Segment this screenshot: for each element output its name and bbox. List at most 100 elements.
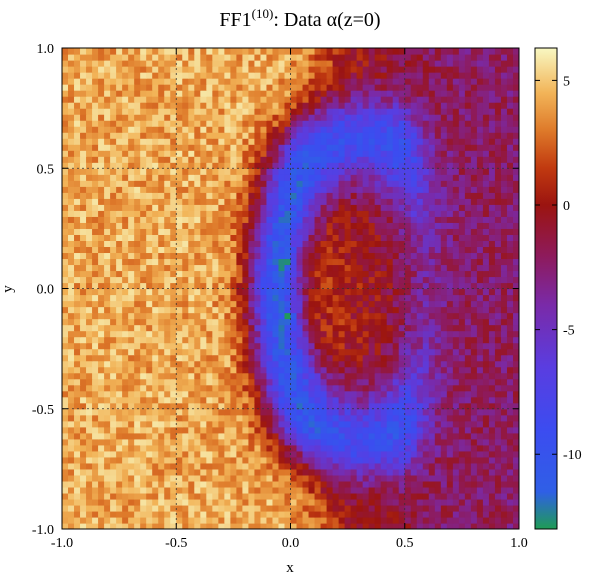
heatmap-cell [356, 180, 364, 187]
heatmap-cell [422, 330, 430, 338]
heatmap-cell [182, 330, 189, 338]
heatmap-cell [230, 258, 237, 266]
heatmap-cell [254, 486, 262, 494]
heatmap-cell [92, 492, 99, 500]
heatmap-cell [110, 168, 117, 175]
heatmap-cell [218, 390, 225, 398]
heatmap-cell [296, 414, 304, 422]
heatmap-cell [80, 300, 87, 308]
heatmap-cell [176, 498, 183, 506]
heatmap-cell [362, 396, 370, 404]
heatmap-cell [398, 270, 406, 278]
heatmap-cell [332, 426, 340, 434]
heatmap-cell [194, 324, 201, 332]
heatmap-cell [74, 456, 81, 464]
heatmap-cell [104, 174, 111, 181]
heatmap-cell [368, 342, 376, 350]
heatmap-cell [206, 288, 213, 296]
heatmap-cell [98, 324, 105, 332]
heatmap-cell [416, 252, 424, 260]
heatmap-cell [104, 492, 111, 500]
heatmap-cell [86, 180, 93, 187]
heatmap-cell [116, 228, 123, 235]
heatmap-cell [446, 408, 454, 416]
heatmap-cell [500, 438, 508, 446]
heatmap-cell [476, 246, 484, 254]
heatmap-cell [104, 288, 111, 296]
heatmap-cell [158, 288, 165, 296]
heatmap-cell [488, 498, 496, 506]
heatmap-cell [482, 168, 490, 175]
heatmap-cell [128, 336, 135, 344]
heatmap-cell [134, 318, 141, 326]
heatmap-cell [296, 276, 304, 284]
heatmap-cell [272, 384, 280, 392]
heatmap-cell [218, 264, 225, 272]
heatmap-cell [146, 294, 153, 302]
heatmap-cell [110, 162, 117, 169]
heatmap-cell [470, 402, 478, 410]
heatmap-cell [194, 318, 201, 326]
heatmap-cell [338, 216, 346, 223]
heatmap-cell [410, 522, 418, 529]
heatmap-cell [512, 192, 519, 199]
heatmap-cell [230, 318, 237, 326]
heatmap-cell [212, 216, 219, 223]
heatmap-cell [176, 330, 183, 338]
heatmap-cell [98, 264, 105, 272]
heatmap-cell [314, 264, 322, 272]
heatmap-cell [152, 450, 159, 458]
heatmap-cell [152, 306, 159, 314]
heatmap-cell [368, 462, 376, 470]
heatmap-cell [230, 426, 237, 434]
heatmap-cell [482, 228, 490, 235]
heatmap-cell [362, 258, 370, 266]
heatmap-cell [230, 276, 237, 284]
heatmap-cell [116, 360, 123, 368]
heatmap-cell [422, 420, 430, 428]
heatmap-cell [314, 132, 322, 139]
heatmap-cell [92, 150, 99, 157]
heatmap-cell [170, 216, 177, 223]
heatmap-cell [458, 420, 466, 428]
heatmap-cell [446, 186, 454, 193]
heatmap-cell [434, 216, 442, 223]
heatmap-cell [362, 252, 370, 260]
heatmap-cell [284, 294, 292, 302]
heatmap-cell [410, 270, 418, 278]
heatmap-cell [344, 474, 352, 482]
heatmap-cell [110, 222, 117, 229]
heatmap-cell [392, 492, 400, 500]
heatmap-cell [326, 276, 334, 284]
heatmap-cell [398, 252, 406, 260]
heatmap-cell [500, 492, 508, 500]
heatmap-cell [176, 318, 183, 326]
heatmap-cell [356, 222, 364, 229]
heatmap-cell [356, 498, 364, 506]
heatmap-cell [152, 468, 159, 476]
heatmap-cell [320, 522, 328, 529]
heatmap-cell [290, 492, 298, 500]
heatmap-cell [86, 132, 93, 139]
heatmap-cell [344, 492, 352, 500]
heatmap-cell [482, 354, 490, 362]
heatmap-cell [350, 150, 358, 157]
heatmap-cell [224, 150, 231, 157]
heatmap-cell [404, 492, 412, 500]
heatmap-cell [392, 258, 400, 266]
heatmap-cell [110, 216, 117, 223]
heatmap-cell [362, 318, 370, 326]
heatmap-cell [326, 228, 334, 235]
heatmap-cell [434, 162, 442, 169]
heatmap-cell [428, 306, 436, 314]
heatmap-cell [338, 396, 346, 404]
heatmap-cell [458, 366, 466, 374]
heatmap-cell [488, 384, 496, 392]
heatmap-cell [260, 366, 268, 374]
heatmap-cell [92, 336, 99, 344]
heatmap-cell [68, 240, 75, 248]
heatmap-cell [332, 270, 340, 278]
heatmap-cell [314, 402, 322, 410]
heatmap-cell [464, 156, 472, 163]
heatmap-cell [188, 438, 195, 446]
